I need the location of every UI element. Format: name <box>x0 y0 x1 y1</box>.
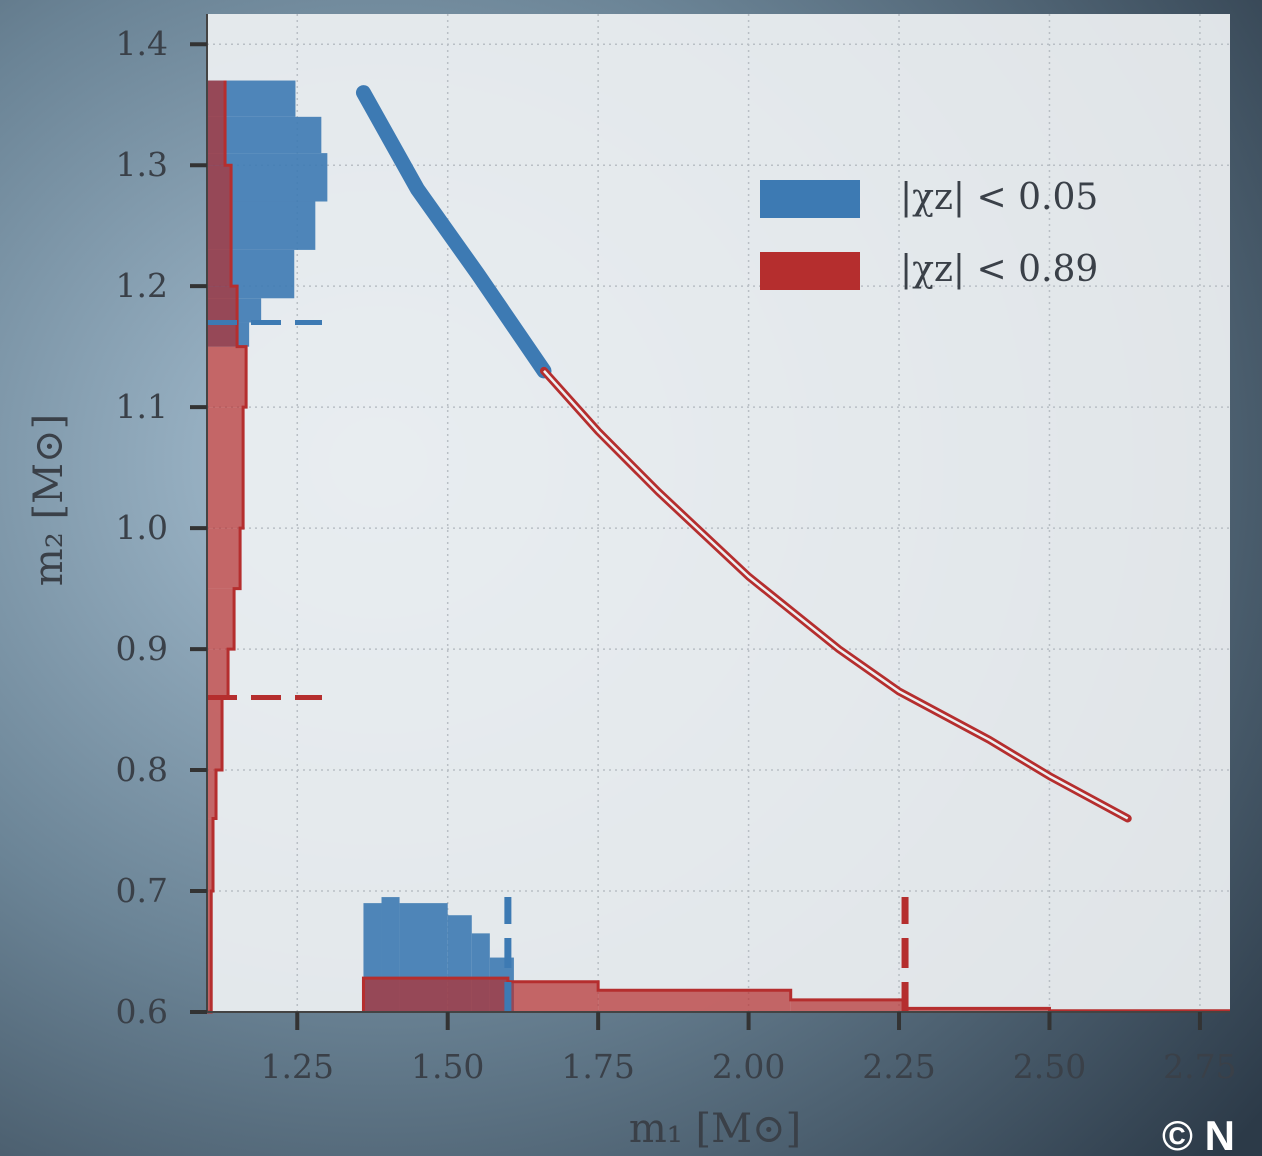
watermark: © N <box>1162 1112 1235 1156</box>
legend-label: |χz| < 0.89 <box>900 249 1098 290</box>
x-marginal-bar <box>905 1008 1050 1012</box>
y-marginal-bar <box>207 346 247 408</box>
legend-label: |χz| < 0.05 <box>900 177 1098 218</box>
y-tick-label: 1.0 <box>116 508 168 547</box>
y-tick-label: 1.4 <box>116 24 168 63</box>
x-tick-label: 1.50 <box>411 1047 484 1086</box>
y-marginal-bar <box>207 770 217 819</box>
x-tick-label: 2.50 <box>1013 1047 1086 1086</box>
y-marginal-bar <box>207 818 214 892</box>
curve-inner <box>543 370 1129 820</box>
x-marginal-bar <box>598 990 791 1012</box>
x-tick-label: 2.25 <box>862 1047 935 1086</box>
x-marginal-outline <box>361 976 1230 1013</box>
y-tick-label: 1.1 <box>116 387 168 426</box>
y-marginal-bar <box>207 528 241 589</box>
legend: |χz| < 0.05 |χz| < 0.89 <box>760 177 1098 290</box>
x-marginal-bar <box>790 999 906 1012</box>
legend-swatch <box>760 180 860 218</box>
y-marginal-bar <box>207 891 212 1012</box>
y-marginal-bar <box>207 407 244 529</box>
y-tick-label: 0.6 <box>116 992 168 1031</box>
x-tick-label: 1.25 <box>261 1047 334 1086</box>
y-axis-label: m₂ [M⊙] <box>26 414 72 586</box>
y-tick-label: 1.2 <box>116 266 168 305</box>
axes: 0.6 0.7 0.8 0.9 1.0 1.1 1.2 1.3 1.4 1.25 1.50 1.75 2… <box>116 14 1237 1086</box>
plot-area <box>207 14 1230 1012</box>
y-marginal-bar <box>207 697 223 771</box>
x-tick-label: 2.00 <box>712 1047 785 1086</box>
y-tick-label: 0.8 <box>116 750 168 789</box>
curve <box>355 85 552 379</box>
legend-swatch <box>760 252 860 290</box>
y-tick-label: 0.9 <box>116 629 168 668</box>
y-marginal-bar <box>207 286 238 347</box>
y-marginal-bar <box>207 649 229 698</box>
x-tick-label: 2.75 <box>1163 1047 1236 1086</box>
y-marginal-bar <box>207 165 232 287</box>
y-marginal-bar <box>207 588 235 650</box>
y-marginal-bar <box>207 80 226 166</box>
y-tick-label: 1.3 <box>116 145 168 184</box>
y-tick-label: 0.7 <box>116 871 168 910</box>
marks <box>207 80 1230 1014</box>
y-marginal-outline <box>207 80 248 1014</box>
x-axis-label: m₁ [M⊙] <box>629 1106 801 1152</box>
x-marginal-bar <box>507 981 599 1012</box>
x-tick-label: 1.75 <box>561 1047 634 1086</box>
x-marginal-bar <box>363 978 508 1012</box>
